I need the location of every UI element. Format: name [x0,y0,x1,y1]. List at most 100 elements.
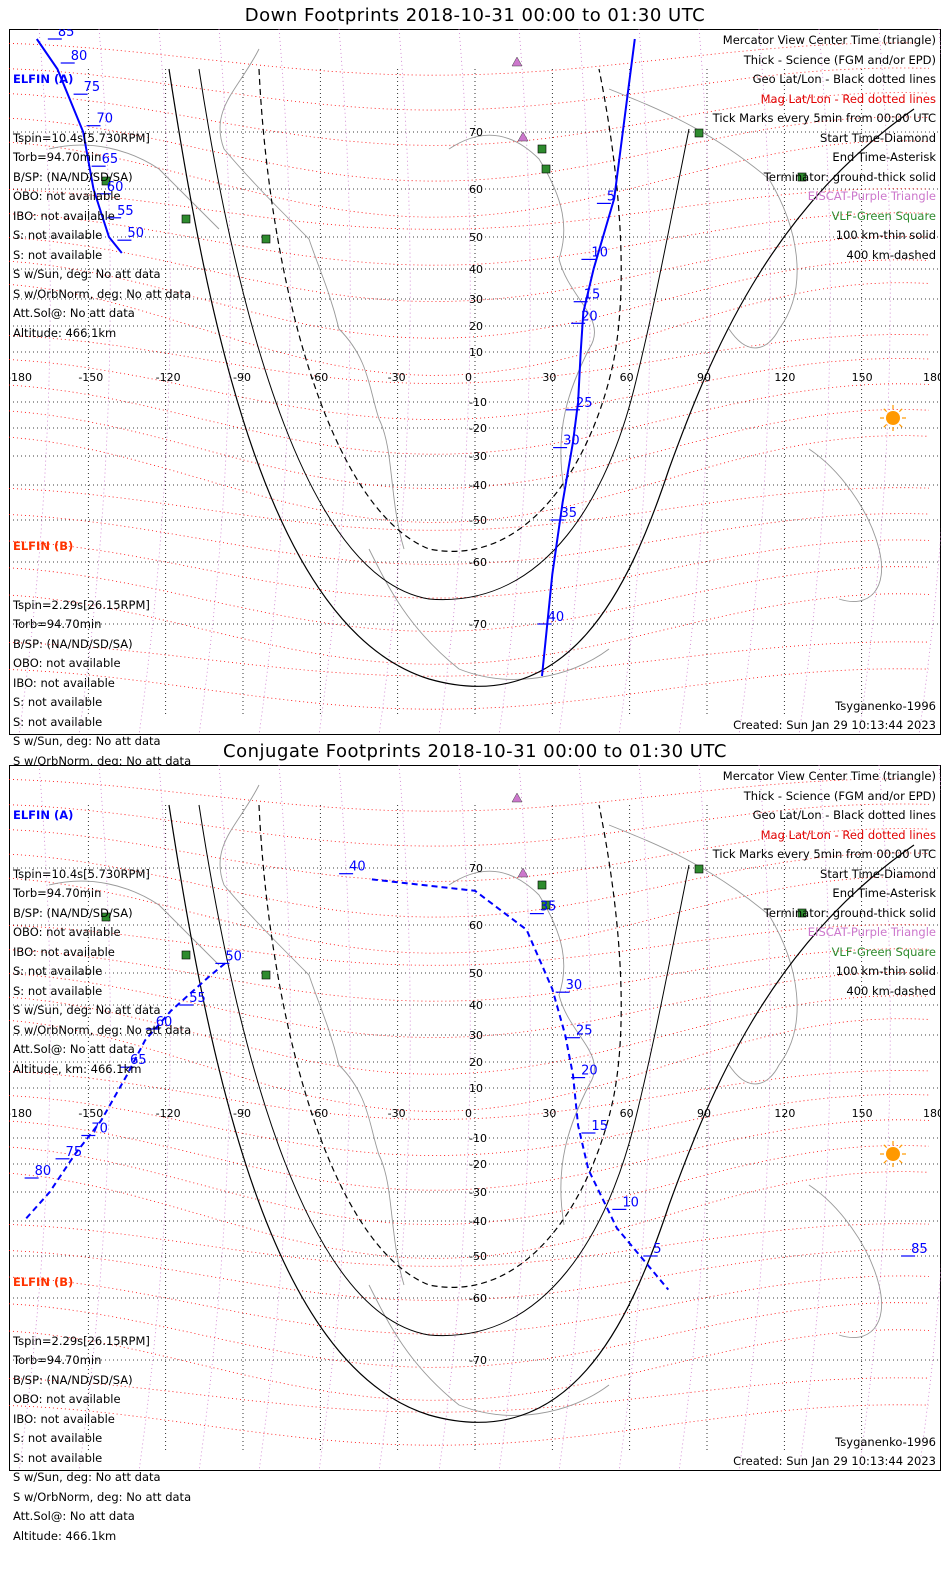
sun-ray [898,408,903,413]
info-line: S w/Sun, deg: No att data [13,1003,161,1017]
info-line: B/SP: (NA/ND/SD/SA) [13,636,133,651]
info-line: S w/Sun, deg: No att data [13,734,161,748]
info-line: B/SP: (NA/ND/SD/SA) [13,169,133,184]
mag-parallel [9,334,930,384]
coastline [48,144,220,230]
elfin-b-tick-label: 35 [540,900,557,915]
lon-tick-label: 30 [542,1107,556,1120]
model-name: Tsyganenko-1996 [835,1435,936,1449]
coastline [368,548,610,680]
sun-ray [883,1144,888,1149]
sun-ray [898,1144,903,1149]
coastline [368,1284,610,1416]
lon-tick-label: -120 [156,371,181,384]
lon-tick-label: 150 [852,371,873,384]
legend-entry: Mag Lat/Lon - Red dotted lines [760,827,936,842]
elfin-b-tick-label: 10 [622,1195,639,1210]
elfin-a-track [23,962,226,1222]
info-line: Altitude, km: 466.1km [13,1061,142,1076]
info-line: IBO: not available [13,1411,115,1426]
elfin-a-tick-label: 65 [130,1053,147,1068]
elfin-b-tick-label: 5 [607,189,615,204]
legend-entry: Start Time-Diamond [820,130,936,145]
vlf-square [101,912,111,922]
sun-icon [886,1147,900,1161]
elfin-b-tick-label: 20 [581,309,598,324]
lon-tick-label: -90 [233,371,251,384]
info-line: B/SP: (NA/ND/SD/SA) [13,905,133,920]
eiscat-triangle [517,131,529,142]
mag-parallel [9,1070,930,1120]
vlf-square [797,172,807,182]
lat-tick-label: 40 [469,263,483,276]
info-line: S w/OrbNorm, deg: No att data [13,1489,192,1504]
legend-entry: 400 km-dashed [846,247,936,262]
elfin-a-tick-label: 70 [96,112,113,127]
lon-tick-label: -90 [233,1107,251,1120]
elfin-a-tick-label: 65 [102,152,119,167]
lon-tick-label: 180 [923,371,941,384]
lat-tick-label: -40 [469,1215,487,1228]
coastline [808,448,883,602]
elfin-b-track [371,878,670,1291]
vlf-square [694,864,704,874]
legend-entry: Mercator View Center Time (triangle) [722,769,936,783]
info-line: S: not available [13,1450,103,1465]
elfin-b-tick-label: 20 [581,1064,598,1079]
info-line: OBO: not available [13,1392,121,1406]
coastline [448,870,595,1226]
coastline [808,1184,883,1338]
lon-tick-label: 180 [923,1107,941,1120]
info-line: Tspin=10.4s[5.730RPM] [13,866,150,881]
legend-entry: Start Time-Diamond [820,866,936,881]
lon-tick-label: -30 [388,1107,406,1120]
map-panel-conjugate: -180 -150 -120 -90 -60 -30 0 30 60 90 120 150 180 70 6… [9,765,941,1543]
lon-tick-label: -150 [78,1107,103,1120]
lat-tick-label: -50 [469,1250,487,1263]
elfin-a-lines: Tspin=10.4s[5.730RPM] Torb=94.70min B/SP: … [13,865,191,1080]
elfin-a-tick-label: 75 [84,80,101,95]
elfin-b-tick-label: 25 [576,396,593,411]
lat-tick-label: -20 [469,422,487,435]
lat-tick-label: 60 [469,919,483,932]
eiscat-triangle [511,56,523,67]
legend-entry: 100 km-thin solid [835,964,936,978]
legend-entry: EISCAT-Purple Triangle [807,925,936,939]
elfin-a-tick-label: 60 [107,180,124,195]
coastline [219,784,405,1286]
mag-parallel [9,409,930,489]
elfin-b-lines: Tspin=2.29s[26.15RPM] Torb=94.70min B/SP: … [13,1332,191,1547]
vlf-square [537,880,547,890]
panel-title-conjugate: Conjugate Footprints 2018-10-31 00:00 to… [223,741,727,762]
elfin-b-tick-label: 25 [576,1024,593,1039]
mag-parallel [9,435,930,523]
elfin-b-tick-label: 30 [563,434,580,449]
legend-entry: VLF-Green Square [831,944,936,959]
legend-entry: Geo Lat/Lon - Black dotted lines [752,72,936,86]
mag-parallel [9,116,930,182]
vlf-square [537,144,547,154]
info-line: S w/OrbNorm, deg: No att data [13,753,192,768]
info-line: Tspin=2.29s[26.15RPM] [13,597,150,612]
lon-tick-label: -180 [9,1107,32,1120]
lat-tick-label: -30 [469,1186,487,1199]
lat-tick-label: 30 [469,293,483,306]
model-name: Tsyganenko-1996 [835,699,936,713]
legend-entry: EISCAT-Purple Triangle [807,189,936,203]
legend-entry: Geo Lat/Lon - Black dotted lines [752,808,936,822]
panel-title-down: Down Footprints 2018-10-31 00:00 to 01:3… [244,5,706,26]
lat-tick-label: -40 [469,479,487,492]
created-timestamp: Created: Sun Jan 29 10:13:44 2023 [733,718,936,732]
elfin-a-track [35,38,123,254]
vlf-square [261,970,271,980]
legend-entry: Thick - Science (FGM and/or EPD) [743,52,936,67]
info-line: OBO: not available [13,656,121,670]
lat-tick-label: -10 [469,396,487,409]
lon-tick-label: -30 [388,371,406,384]
coastline [219,48,405,550]
vlf-square [261,234,271,244]
map-canvas: -180 -150 -120 -90 -60 -30 0 30 60 90 120 150 180 70 6… [9,29,941,735]
elfin-b-heading: ELFIN (B) [13,1275,74,1289]
info-line: Altitude: 466.1km [13,1528,117,1543]
lon-tick-label: 0 [465,1107,472,1120]
